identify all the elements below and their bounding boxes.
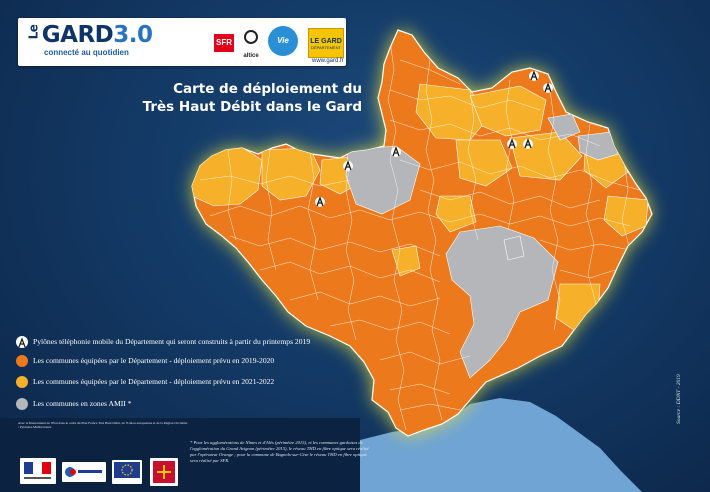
altice-ring-icon (244, 30, 258, 44)
brand-logo: LeGARD3.0 (26, 22, 153, 48)
sfr-logo: SFR (214, 34, 234, 52)
footer-panel (0, 418, 360, 492)
occitanie-logo (150, 458, 178, 486)
legend-label-2019-2020: Les communes équipées par le Département… (33, 356, 275, 365)
pylon-icon (543, 82, 553, 93)
legend-swatch-2021-2022 (16, 376, 28, 388)
legard-department-logo: LE GARD DÉPARTEMENT (308, 28, 344, 58)
legard-label: LE GARD (310, 38, 342, 45)
map-title-line2: Très Haut Débit dans le Gard (142, 99, 362, 115)
brand-name: GARD (41, 22, 114, 48)
pylon-icon (507, 138, 517, 149)
altice-label: altice (243, 53, 259, 59)
altice-logo: altice (240, 30, 262, 59)
legend-label-pylons: Pylônes téléphonie mobile du Département… (33, 337, 311, 346)
pylon-icon (343, 160, 353, 171)
brand-prefix: Le (26, 24, 41, 40)
pylon-icon (16, 336, 28, 348)
brand-tagline: connecté au quotidien (44, 48, 129, 57)
source-label: Source : DDNT - 2019 (676, 374, 682, 424)
partner-funding-text: Avec le financement de l'Etat dans le ca… (18, 421, 188, 430)
legend-swatch-amii (16, 398, 28, 410)
brand-version: 3.0 (113, 22, 153, 48)
legard-sub-label: DÉPARTEMENT (311, 45, 341, 50)
sea (360, 398, 642, 492)
pylons (315, 70, 553, 207)
republique-francaise-logo (20, 458, 56, 484)
france-thd-logo (62, 462, 106, 482)
pylon-icon (523, 138, 533, 149)
commune-boundaries (199, 39, 641, 431)
europe-logo (112, 460, 142, 484)
logo-bar: LeGARD3.0 connecté au quotidien SFR alti… (18, 18, 346, 66)
legend-swatch-2019-2020 (16, 355, 28, 367)
legend-label-amii: Les communes en zones AMII * (33, 399, 132, 408)
map-title: Carte de déploiement du Très Haut Débit … (122, 80, 362, 116)
pylon-icon (391, 146, 401, 157)
footnote-text: * Pour les agglomérations de Nîmes et d'… (190, 440, 369, 463)
pylon-icon (315, 196, 325, 207)
map-title-line1: Carte de déploiement du (173, 81, 362, 97)
vie-logo: Vie (268, 26, 298, 56)
legend-label-2021-2022: Les communes équipées par le Département… (33, 377, 275, 386)
website-label: www.gard.fr (312, 58, 344, 64)
pylon-icon (529, 70, 539, 81)
